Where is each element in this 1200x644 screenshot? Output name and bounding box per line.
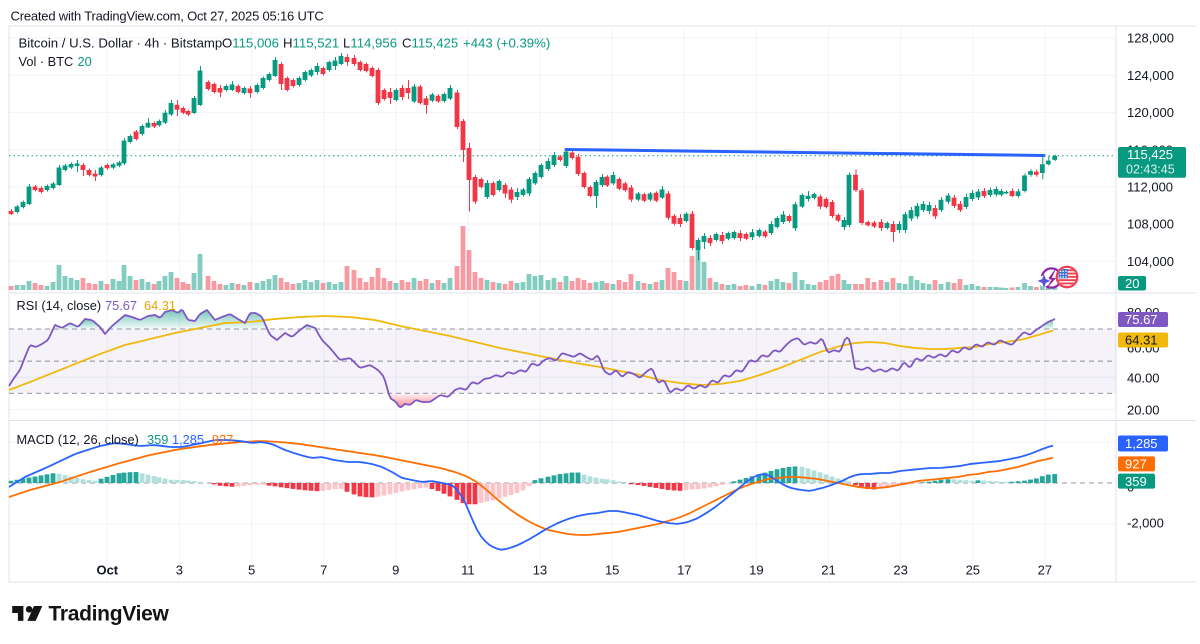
svg-text:Oct: Oct	[96, 563, 118, 578]
svg-text:108,000: 108,000	[1127, 217, 1174, 232]
svg-text:112,000: 112,000	[1127, 180, 1173, 195]
svg-text:19: 19	[749, 563, 763, 578]
svg-text:115,425: 115,425	[1127, 147, 1173, 162]
svg-text:1,285: 1,285	[1125, 436, 1158, 451]
svg-text:927: 927	[1125, 457, 1147, 472]
svg-text:27: 27	[1038, 563, 1052, 578]
svg-text:124,000: 124,000	[1127, 68, 1174, 83]
svg-text:23: 23	[893, 563, 907, 578]
svg-text:11: 11	[461, 563, 475, 578]
svg-text:15: 15	[605, 563, 619, 578]
svg-text:7: 7	[320, 563, 327, 578]
svg-text:Bitcoin / U.S. Dollar · 4h · B: Bitcoin / U.S. Dollar · 4h · BitstampO11…	[19, 36, 551, 51]
svg-text:TradingView: TradingView	[49, 603, 170, 626]
svg-text:20.00: 20.00	[1127, 403, 1160, 418]
svg-text:359: 359	[1125, 474, 1147, 489]
svg-text:104,000: 104,000	[1127, 254, 1174, 269]
svg-text:-2,000: -2,000	[1127, 516, 1164, 531]
svg-text:02:43:45: 02:43:45	[1126, 162, 1175, 176]
svg-text:40.00: 40.00	[1127, 370, 1160, 385]
svg-text:17: 17	[677, 563, 691, 578]
svg-text:5: 5	[248, 563, 255, 578]
svg-text:21: 21	[821, 563, 835, 578]
svg-text:Created with TradingView.com,: Created with TradingView.com, Oct 27, 20…	[11, 9, 324, 24]
svg-text:128,000: 128,000	[1127, 31, 1174, 46]
svg-text:64.31: 64.31	[1125, 333, 1158, 348]
svg-text:25: 25	[966, 563, 980, 578]
svg-text:3: 3	[176, 563, 183, 578]
svg-text:75.67: 75.67	[1125, 312, 1158, 327]
svg-text:13: 13	[533, 563, 547, 578]
svg-text:20: 20	[1125, 276, 1139, 291]
svg-text:120,000: 120,000	[1127, 105, 1174, 120]
svg-text:9: 9	[392, 563, 399, 578]
